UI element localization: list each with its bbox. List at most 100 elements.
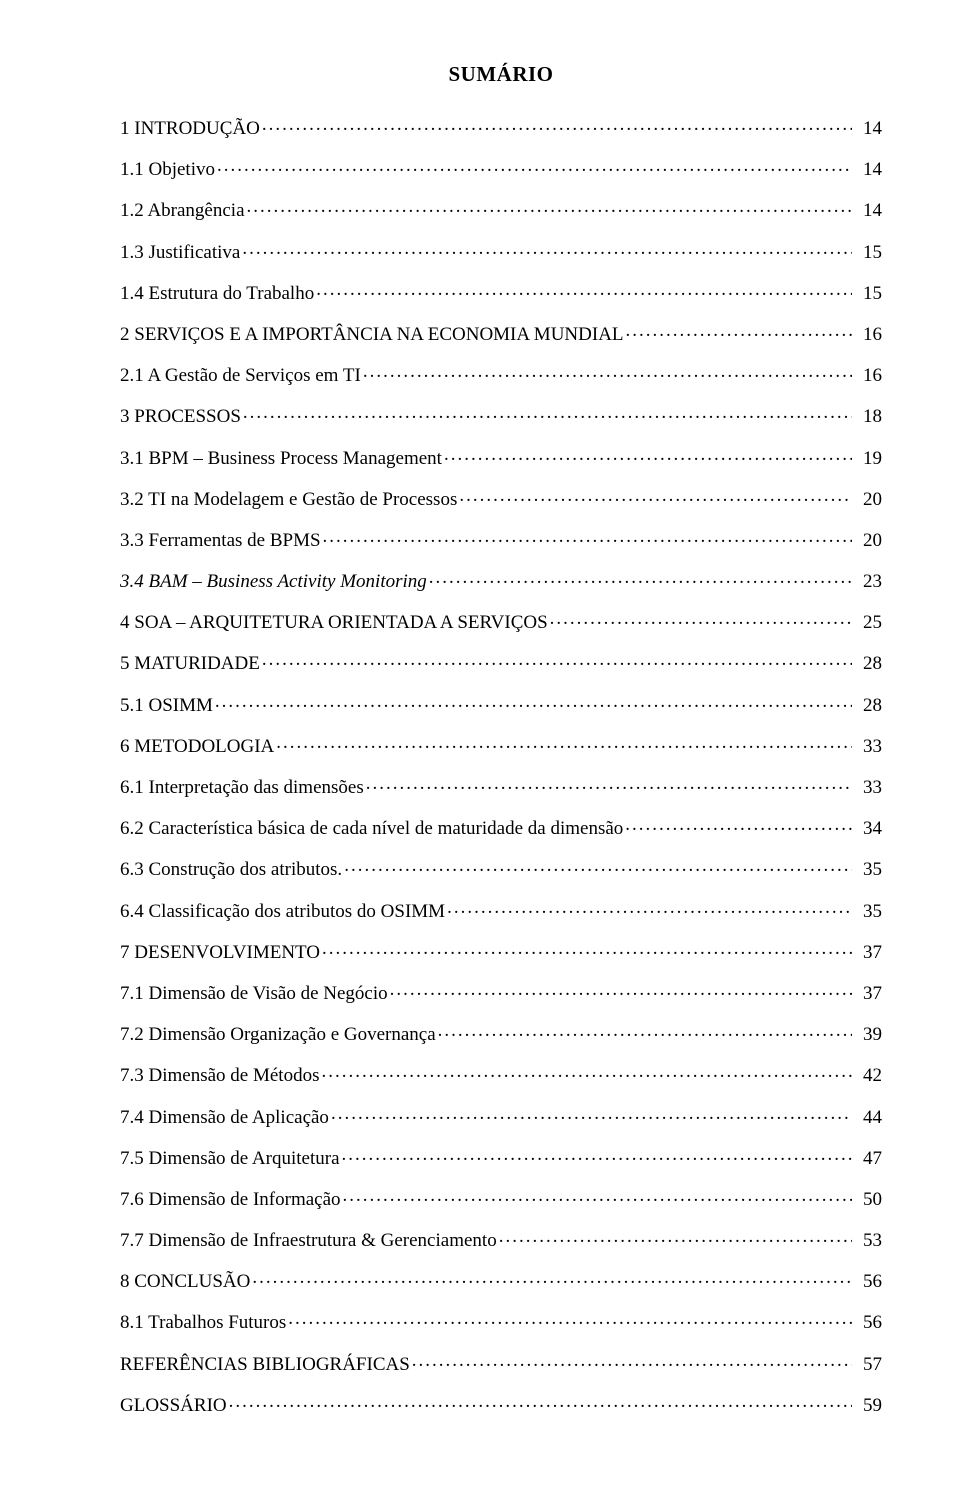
- toc-entry-page: 47: [854, 1149, 882, 1168]
- toc-entry-page: 35: [854, 860, 882, 879]
- toc-leader-dots: [229, 1392, 852, 1411]
- toc-entry-page: 50: [854, 1190, 882, 1209]
- toc-leader-dots: [215, 692, 852, 711]
- toc-leader-dots: [247, 197, 852, 216]
- toc-entry-page: 15: [854, 284, 882, 303]
- toc-entry-label: 7.7 Dimensão de Infraestrutura & Gerenci…: [120, 1231, 497, 1250]
- toc-row: 6.2 Característica básica de cada nível …: [120, 815, 882, 838]
- toc-row: 3.3 Ferramentas de BPMS 20: [120, 527, 882, 550]
- toc-entry-page: 33: [854, 778, 882, 797]
- toc-row: 7.7 Dimensão de Infraestrutura & Gerenci…: [120, 1227, 882, 1250]
- toc-entry-page: 56: [854, 1272, 882, 1291]
- toc-leader-dots: [429, 568, 852, 587]
- page: SUMÁRIO 1 INTRODUÇÃO 14 1.1 Objetivo 14 1.2 …: [0, 0, 960, 1493]
- toc-entry-page: 59: [854, 1396, 882, 1415]
- toc-leader-dots: [243, 403, 852, 422]
- toc-leader-dots: [242, 239, 852, 258]
- toc-row: 8.1 Trabalhos Futuros56: [120, 1309, 882, 1332]
- toc-entry-label: 7.2 Dimensão Organização e Governança: [120, 1025, 436, 1044]
- toc-entry-label: 3.2 TI na Modelagem e Gestão de Processo…: [120, 490, 457, 509]
- toc-entry-label: 2 SERVIÇOS E A IMPORTÂNCIA NA ECONOMIA M…: [120, 325, 624, 344]
- toc-leader-dots: [217, 156, 852, 175]
- toc-leader-dots: [390, 980, 852, 999]
- toc-entry-page: 14: [854, 160, 882, 179]
- toc-entry-label: 3 PROCESSOS: [120, 407, 241, 426]
- toc-row: 3.4 BAM – Business Activity Monitoring23: [120, 568, 882, 591]
- toc-leader-dots: [444, 445, 852, 464]
- toc-entry-page: 14: [854, 119, 882, 138]
- toc-leader-dots: [323, 527, 852, 546]
- toc-entry-label: 7.1 Dimensão de Visão de Negócio: [120, 984, 388, 1003]
- toc-entry-page: 20: [854, 490, 882, 509]
- sumario-title: SUMÁRIO: [120, 62, 882, 87]
- toc-entry-page: 28: [854, 696, 882, 715]
- toc-row: 1 INTRODUÇÃO 14: [120, 115, 882, 138]
- toc-entry-label: 3.3 Ferramentas de BPMS: [120, 531, 321, 550]
- toc-entry-label: REFERÊNCIAS BIBLIOGRÁFICAS: [120, 1355, 410, 1374]
- toc-row: 7.4 Dimensão de Aplicação44: [120, 1104, 882, 1127]
- toc-entry-label: 1.4 Estrutura do Trabalho: [120, 284, 314, 303]
- toc-entry-page: 34: [854, 819, 882, 838]
- toc-entry-label: 7.6 Dimensão de Informação: [120, 1190, 341, 1209]
- toc-leader-dots: [252, 1268, 852, 1287]
- toc-entry-page: 44: [854, 1108, 882, 1127]
- toc-row: 7.6 Dimensão de Informação 50: [120, 1186, 882, 1209]
- toc-entry-page: 19: [854, 449, 882, 468]
- toc-entry-page: 42: [854, 1066, 882, 1085]
- toc-row: REFERÊNCIAS BIBLIOGRÁFICAS57: [120, 1351, 882, 1374]
- toc-leader-dots: [331, 1104, 852, 1123]
- toc-entry-label: 3.1 BPM – Business Process Management: [120, 449, 442, 468]
- toc-entry-page: 56: [854, 1313, 882, 1332]
- toc-leader-dots: [288, 1309, 852, 1328]
- toc-row: GLOSSÁRIO 59: [120, 1392, 882, 1415]
- toc-entry-label: 3.4 BAM – Business Activity Monitoring: [120, 572, 427, 591]
- toc-row: 7.1 Dimensão de Visão de Negócio 37: [120, 980, 882, 1003]
- toc-leader-dots: [343, 1186, 852, 1205]
- toc-entry-label: 6.3 Construção dos atributos.: [120, 860, 342, 879]
- toc-leader-dots: [276, 733, 852, 752]
- toc-row: 2 SERVIÇOS E A IMPORTÂNCIA NA ECONOMIA M…: [120, 321, 882, 344]
- toc-row: 7.2 Dimensão Organização e Governança39: [120, 1021, 882, 1044]
- toc-entry-page: 15: [854, 243, 882, 262]
- toc-entry-page: 37: [854, 943, 882, 962]
- toc-leader-dots: [447, 898, 852, 917]
- toc-row: 1.3 Justificativa 15: [120, 239, 882, 262]
- toc-entry-page: 18: [854, 407, 882, 426]
- toc-entry-label: 1 INTRODUÇÃO: [120, 119, 260, 138]
- toc-row: 5.1 OSIMM28: [120, 692, 882, 715]
- toc-row: 3 PROCESSOS 18: [120, 403, 882, 426]
- toc-leader-dots: [625, 815, 852, 834]
- toc-entry-label: 7.5 Dimensão de Arquitetura: [120, 1149, 340, 1168]
- toc-entry-page: 53: [854, 1231, 882, 1250]
- toc-entry-label: 8 CONCLUSÃO: [120, 1272, 250, 1291]
- table-of-contents: 1 INTRODUÇÃO 14 1.1 Objetivo 14 1.2 Abrangên…: [120, 115, 882, 1415]
- toc-leader-dots: [344, 856, 852, 875]
- toc-entry-label: GLOSSÁRIO: [120, 1396, 227, 1415]
- toc-entry-page: 35: [854, 902, 882, 921]
- toc-entry-page: 16: [854, 325, 882, 344]
- toc-leader-dots: [363, 362, 852, 381]
- toc-entry-label: 5 MATURIDADE: [120, 654, 260, 673]
- toc-row: 6.3 Construção dos atributos. 35: [120, 856, 882, 879]
- toc-row: 8 CONCLUSÃO 56: [120, 1268, 882, 1291]
- toc-entry-label: 6.4 Classificação dos atributos do OSIMM: [120, 902, 445, 921]
- toc-entry-page: 20: [854, 531, 882, 550]
- toc-row: 3.2 TI na Modelagem e Gestão de Processo…: [120, 486, 882, 509]
- toc-leader-dots: [262, 115, 852, 134]
- toc-entry-label: 1.1 Objetivo: [120, 160, 215, 179]
- toc-row: 7.3 Dimensão de Métodos 42: [120, 1062, 882, 1085]
- toc-entry-label: 7.3 Dimensão de Métodos: [120, 1066, 319, 1085]
- toc-entry-label: 1.3 Justificativa: [120, 243, 240, 262]
- toc-entry-page: 37: [854, 984, 882, 1003]
- toc-leader-dots: [412, 1351, 852, 1370]
- toc-leader-dots: [321, 1062, 852, 1081]
- toc-leader-dots: [626, 321, 852, 340]
- toc-entry-label: 2.1 A Gestão de Serviços em TI: [120, 366, 361, 385]
- toc-row: 6 METODOLOGIA33: [120, 733, 882, 756]
- toc-row: 2.1 A Gestão de Serviços em TI16: [120, 362, 882, 385]
- toc-leader-dots: [499, 1227, 852, 1246]
- toc-entry-page: 28: [854, 654, 882, 673]
- toc-entry-label: 6 METODOLOGIA: [120, 737, 274, 756]
- toc-row: 1.2 Abrangência14: [120, 197, 882, 220]
- toc-row: 6.4 Classificação dos atributos do OSIMM…: [120, 898, 882, 921]
